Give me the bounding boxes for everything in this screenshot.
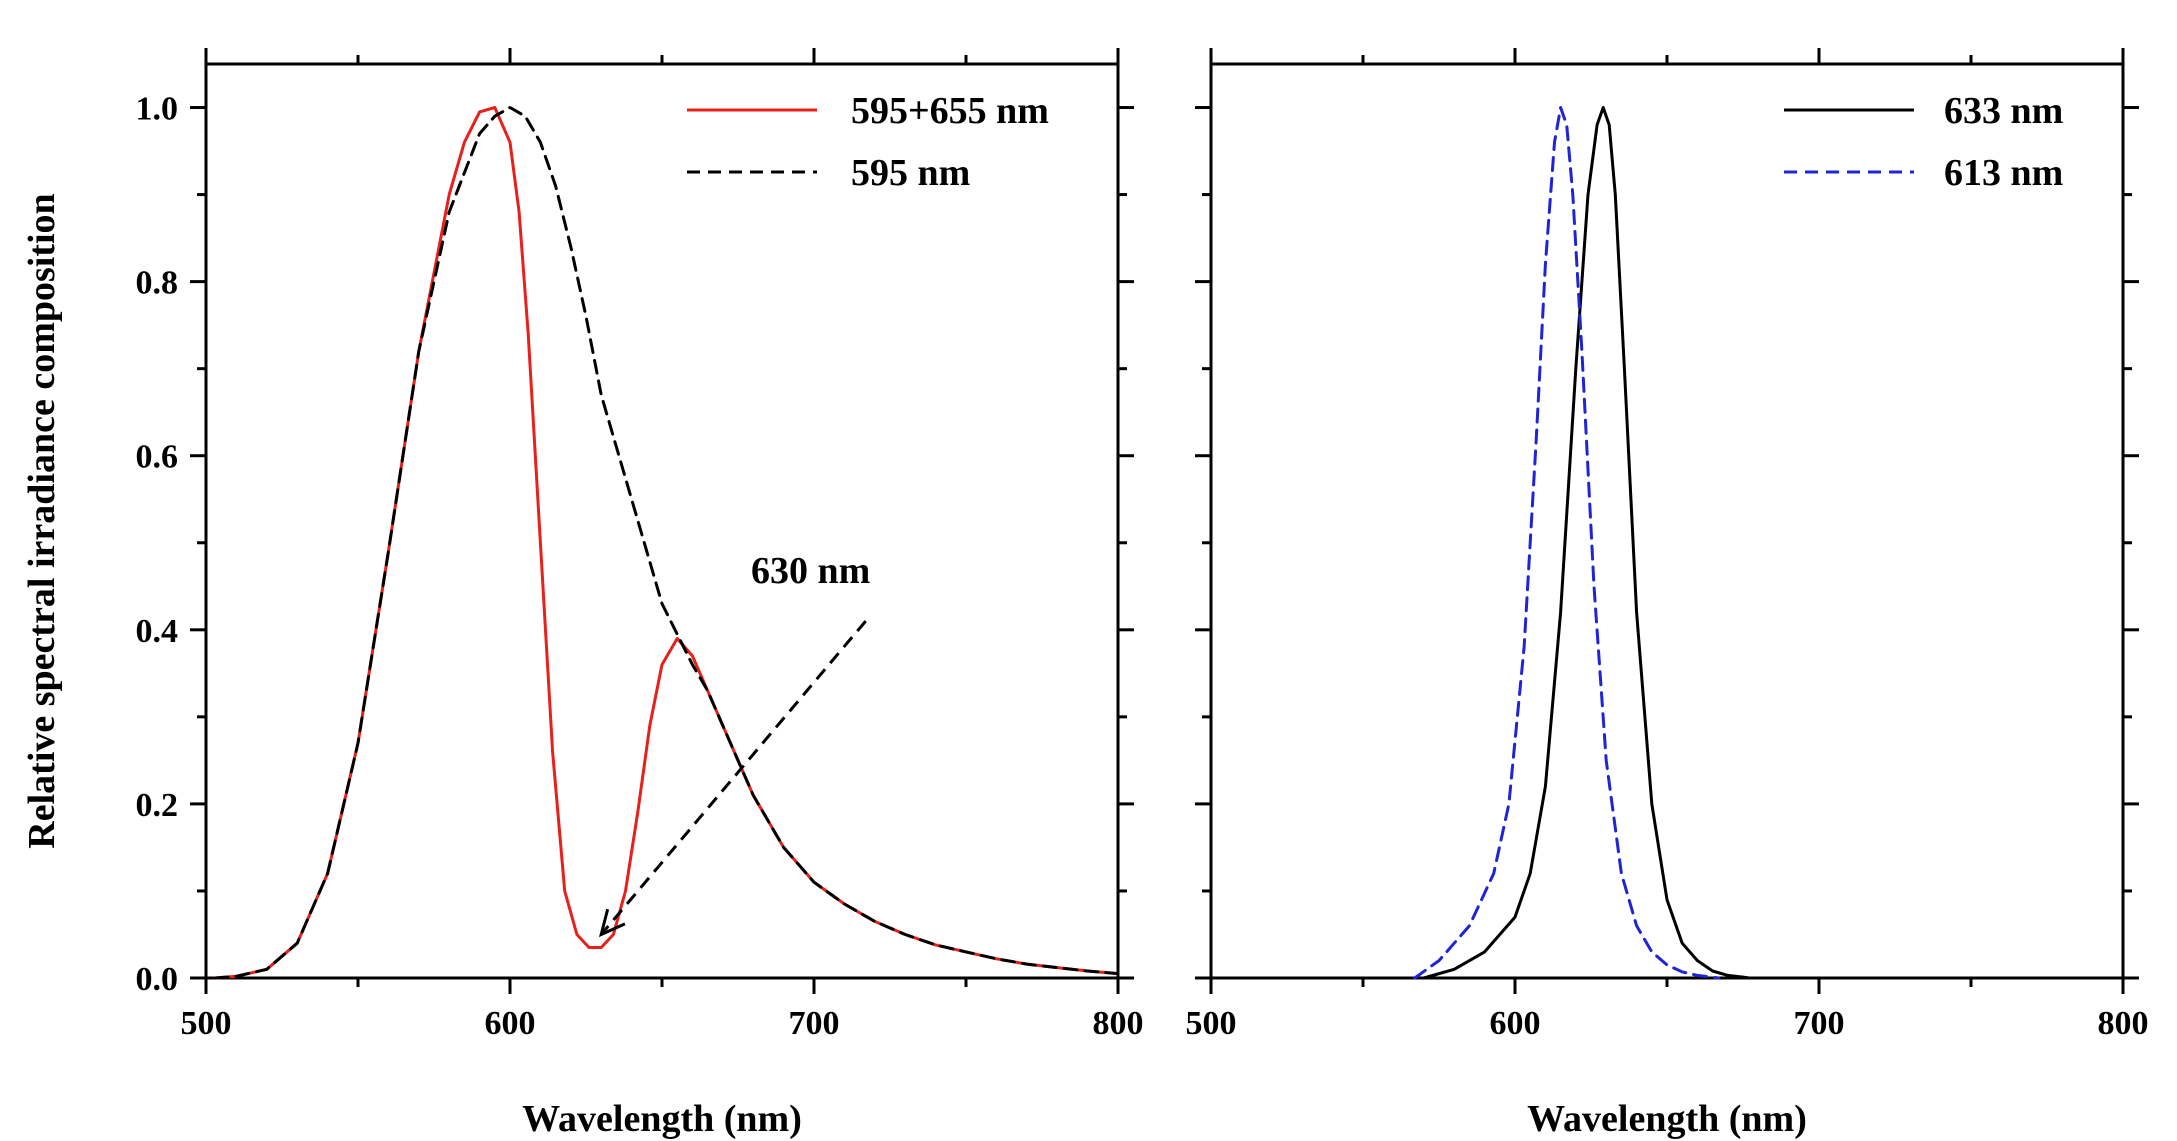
series-line-595-655-nm [213,106,1120,980]
series-line-613-nm [1413,106,1721,980]
x-tick-label: 600 [485,1005,536,1042]
left-panel: 0.0 0.2 0.4 0.6 0.8 1.0 500 600 700 800 630 nm W… [21,48,1144,1140]
left-series-group [213,106,1120,980]
left-plot-frame [204,62,1120,980]
x-tick-label: 500 [1186,1005,1237,1042]
x-tick-label: 500 [181,1005,232,1042]
legend-label-595-655: 595+655 nm [851,90,1049,132]
legend-label-595: 595 nm [851,152,970,194]
y-tick-label: 0.0 [136,961,179,998]
annotation-label: 630 nm [751,550,870,592]
y-tick-label: 0.8 [136,265,179,302]
left-annotation-group: 630 nm [598,550,870,938]
x-tick-label: 800 [2098,1005,2149,1042]
left-x-axis-title: Wavelength (nm) [522,1098,802,1140]
right-x-axis-title: Wavelength (nm) [1527,1098,1807,1140]
legend-label-633: 633 nm [1944,90,2063,132]
x-tick-label: 800 [1093,1005,1144,1042]
y-tick-label: 1.0 [136,91,179,128]
y-tick-label: 0.4 [136,613,179,650]
right-panel: 500 600 700 800 Wavelength (nm) 633 nm 613 … [1186,48,2149,1140]
x-tick-label: 600 [1490,1005,1541,1042]
left-x-ticks: 500 600 700 800 [181,48,1144,1042]
x-tick-label: 700 [1794,1005,1845,1042]
right-series-group [1413,106,1751,980]
left-y-axis-title: Relative spectral irradiance composition [21,193,63,848]
annotation-arrow [600,620,867,936]
right-y-ticks [1195,106,2139,980]
annotation-arrowhead [598,908,626,938]
right-plot-frame [1209,62,2125,980]
series-line-595-nm [213,106,1120,980]
left-legend: 595+655 nm 595 nm [687,90,1049,194]
y-tick-label: 0.2 [136,787,179,824]
y-tick-label: 0.6 [136,439,179,476]
x-tick-label: 700 [789,1005,840,1042]
right-x-ticks: 500 600 700 800 [1186,48,2149,1042]
legend-label-613: 613 nm [1944,152,2063,194]
series-line-633-nm [1422,106,1751,980]
right-legend: 633 nm 613 nm [1784,90,2063,194]
left-y-ticks: 0.0 0.2 0.4 0.6 0.8 1.0 [136,91,1134,998]
